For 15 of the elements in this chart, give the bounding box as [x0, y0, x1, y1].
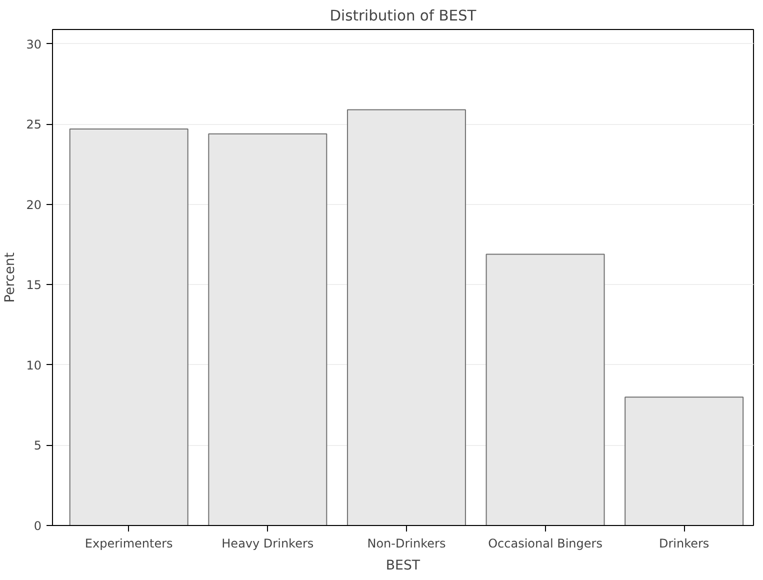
- x-tick-label: Heavy Drinkers: [222, 536, 314, 550]
- x-tick-label: Drinkers: [658, 536, 710, 550]
- x-tick-label: Occasional Bingers: [488, 536, 602, 550]
- y-tick-label: 25: [26, 118, 42, 132]
- y-tick-label: 5: [34, 438, 42, 453]
- y-tick-label: 0: [34, 519, 42, 533]
- y-tick-label: 20: [26, 198, 42, 212]
- x-tick-label: Experimenters: [84, 536, 173, 550]
- y-tick-label: 10: [26, 358, 42, 372]
- y-tick-label: 15: [26, 278, 42, 292]
- y-axis-title: Percent: [3, 252, 18, 303]
- x-tick-label: Non-Drinkers: [367, 536, 446, 550]
- y-tick-label: 30: [26, 37, 42, 52]
- x-axis-title: BEST: [386, 558, 421, 574]
- chart-title: Distribution of BEST: [330, 8, 476, 24]
